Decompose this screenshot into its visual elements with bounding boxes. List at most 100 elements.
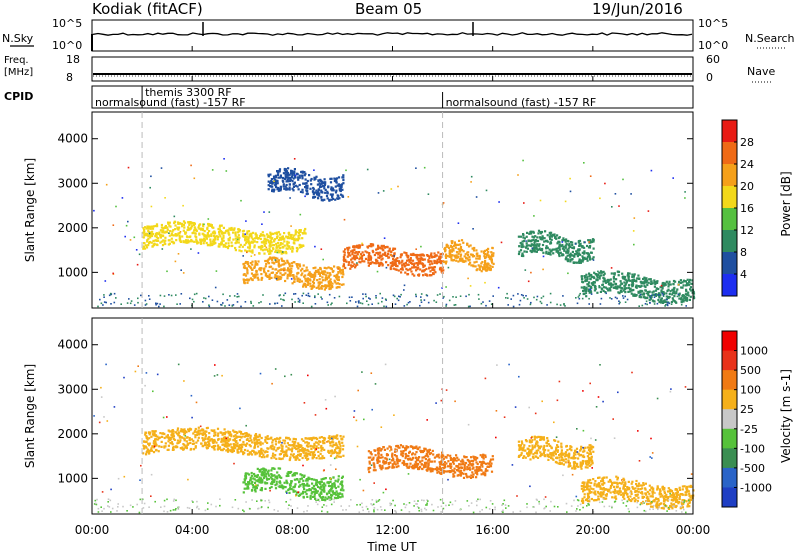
range-gate-cell <box>417 257 421 260</box>
noise-cell <box>103 301 106 303</box>
range-gate-cell <box>369 258 372 261</box>
range-gate-cell <box>189 240 192 243</box>
range-gate-cell <box>410 253 413 256</box>
range-gate-cell <box>223 231 226 235</box>
range-gate-cell <box>418 446 421 449</box>
range-gate-cell <box>156 225 159 228</box>
range-gate-cell <box>306 283 309 286</box>
noise-cell <box>221 304 223 306</box>
range-gate-cell <box>687 291 690 294</box>
sparse-cell <box>136 263 139 266</box>
range-gate-cell <box>490 258 493 261</box>
range-gate-cell <box>152 451 156 454</box>
range-gate-cell <box>377 256 380 259</box>
range-gate-cell <box>392 459 395 462</box>
range-gate-cell <box>627 290 630 293</box>
range-gate-cell <box>532 239 535 242</box>
range-gate-cell <box>411 456 414 459</box>
range-gate-cell <box>251 480 254 483</box>
range-gate-cell <box>402 450 405 453</box>
range-gate-cell <box>469 244 472 247</box>
range-gate-cell <box>626 279 629 282</box>
range-gate-cell <box>225 449 228 452</box>
range-gate-cell <box>334 493 338 496</box>
range-gate-cell <box>320 182 323 185</box>
range-gate-cell <box>271 441 274 444</box>
range-gate-cell <box>246 442 249 445</box>
range-gate-cell <box>218 446 222 449</box>
range-gate-cell <box>491 255 494 258</box>
range-gate-cell <box>144 431 147 434</box>
range-gate-cell <box>612 280 616 283</box>
range-gate-cell <box>623 288 627 291</box>
range-gate-cell <box>328 279 331 283</box>
range-gate-cell <box>300 474 303 477</box>
sparse-cell <box>150 205 153 208</box>
sparse-cell <box>523 202 525 204</box>
range-gate-cell <box>290 488 293 491</box>
noise-cell <box>203 297 205 299</box>
sparse-cell <box>238 228 240 230</box>
range-gate-cell <box>184 231 188 234</box>
range-gate-cell <box>313 285 316 288</box>
range-gate-cell <box>413 465 416 468</box>
range-gate-cell <box>155 236 158 239</box>
range-gate-cell <box>217 446 220 449</box>
noise-cell <box>562 295 564 297</box>
range-gate-cell <box>266 441 269 444</box>
noise-cell <box>250 302 252 304</box>
noise-cell <box>163 305 165 308</box>
range-gate-cell <box>369 452 372 455</box>
range-gate-cell <box>331 197 335 200</box>
range-gate-cell <box>261 479 264 482</box>
range-gate-cell <box>167 444 170 447</box>
range-gate-cell <box>146 240 149 243</box>
range-gate-cell <box>372 469 375 472</box>
range-gate-cell <box>553 234 556 237</box>
range-gate-cell <box>614 285 617 288</box>
range-gate-cell <box>406 466 409 469</box>
noise-cell <box>662 295 665 297</box>
range-gate-cell <box>243 243 246 246</box>
range-gate-cell <box>317 272 320 275</box>
range-gate-cell <box>456 256 460 259</box>
range-gate-cell <box>297 267 300 270</box>
range-gate-cell <box>259 450 262 453</box>
noise-cell <box>619 301 621 304</box>
range-gate-cell <box>275 483 278 486</box>
sparse-cell <box>485 189 488 192</box>
range-gate-cell <box>149 226 152 229</box>
noise-cell <box>294 301 296 303</box>
range-gate-cell <box>629 290 632 293</box>
range-gate-cell <box>386 447 389 450</box>
range-gate-cell <box>423 269 426 272</box>
range-gate-cell <box>249 232 253 235</box>
range-gate-cell <box>251 238 254 241</box>
range-gate-cell <box>254 261 257 264</box>
range-gate-cell <box>622 275 625 278</box>
range-gate-cell <box>566 258 569 261</box>
range-gate-cell <box>547 252 550 255</box>
range-gate-cell <box>295 250 299 253</box>
range-gate-cell <box>438 465 441 468</box>
range-gate-cell <box>619 280 622 283</box>
range-gate-cell <box>220 224 223 227</box>
range-gate-cell <box>264 259 267 263</box>
range-gate-cell <box>620 290 623 293</box>
range-gate-cell <box>142 245 145 248</box>
range-gate-cell <box>267 472 270 475</box>
range-gate-cell <box>520 243 523 246</box>
range-gate-cell <box>453 457 456 460</box>
noise-cell <box>349 300 352 302</box>
range-gate-cell <box>318 493 321 496</box>
range-gate-cell <box>530 243 533 246</box>
range-gate-cell <box>525 244 528 247</box>
range-gate-cell <box>336 492 339 495</box>
range-gate-cell <box>483 265 486 268</box>
range-gate-cell <box>315 191 318 194</box>
range-gate-cell <box>452 244 455 247</box>
range-gate-cell <box>285 180 288 183</box>
range-gate-cell <box>300 449 303 452</box>
range-gate-cell <box>297 231 301 235</box>
range-gate-cell <box>172 242 175 245</box>
